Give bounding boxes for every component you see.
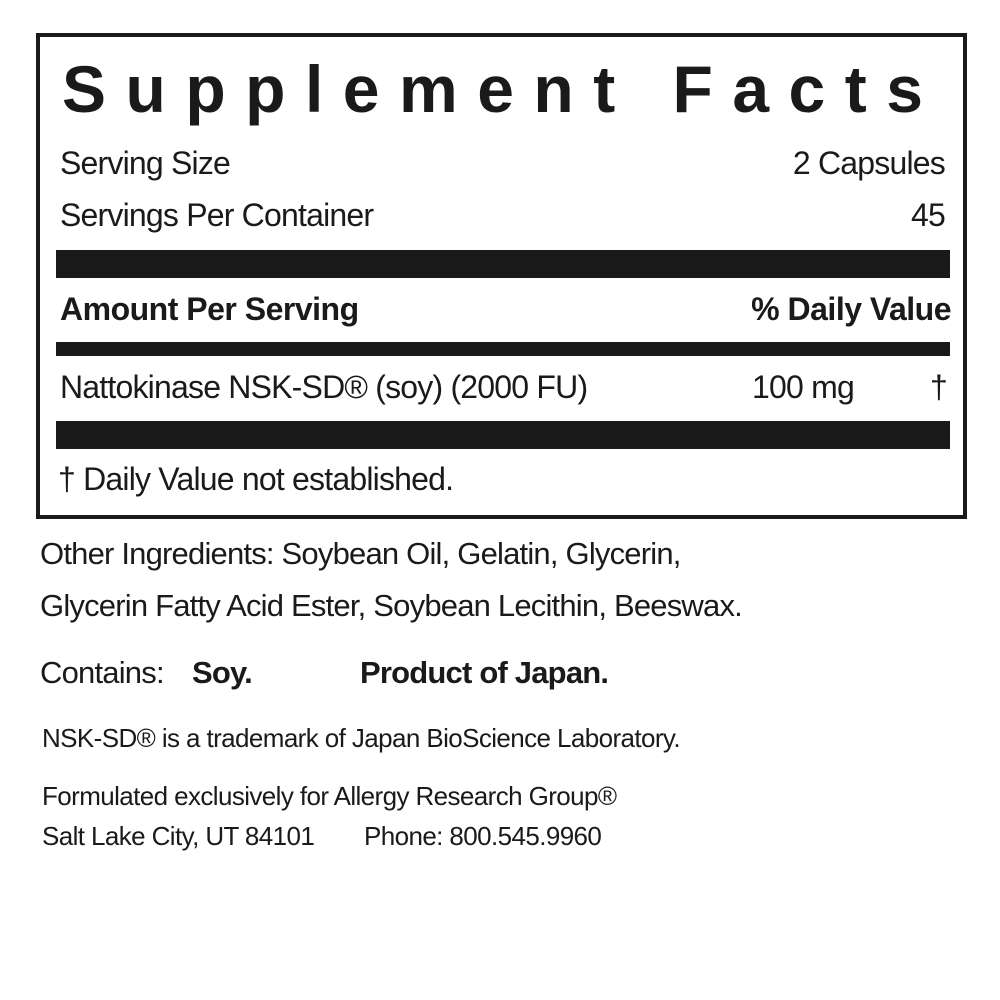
formulated-for: Formulated exclusively for Allergy Resea… — [42, 781, 617, 811]
address: Salt Lake City, UT 84101 — [42, 821, 315, 851]
contains-label: Contains: — [40, 655, 165, 690]
daily-value-header: % Daily Value — [751, 291, 951, 327]
servings-per-container-value: 45 — [911, 197, 946, 233]
contains-value: Soy. — [192, 655, 253, 690]
amount-per-serving-header: Amount Per Serving — [60, 291, 359, 327]
ingredient-dv: † — [930, 369, 948, 405]
panel-title: Supplement Facts — [62, 52, 943, 126]
ingredient-name: Nattokinase NSK-SD® (soy) (2000 FU) — [60, 369, 588, 405]
other-ingredients-line1: Other Ingredients: Soybean Oil, Gelatin,… — [40, 536, 681, 571]
phone: Phone: 800.545.9960 — [364, 821, 602, 851]
serving-size-value: 2 Capsules — [792, 145, 946, 181]
thick-divider — [56, 421, 950, 449]
serving-size-label: Serving Size — [60, 145, 231, 181]
ingredient-amount: 100 mg — [752, 369, 855, 405]
trademark-notice: NSK-SD® is a trademark of Japan BioScien… — [42, 723, 681, 753]
medium-divider — [56, 342, 950, 356]
other-ingredients-line2: Glycerin Fatty Acid Ester, Soybean Lecit… — [40, 588, 743, 623]
servings-per-container-label: Servings Per Container — [60, 197, 374, 233]
thick-divider — [56, 250, 950, 278]
supplement-facts-panel: Supplement Facts Serving Size 2 Capsules… — [36, 33, 967, 519]
product-origin: Product of Japan. — [360, 655, 609, 690]
footnote: † Daily Value not established. — [58, 461, 454, 497]
